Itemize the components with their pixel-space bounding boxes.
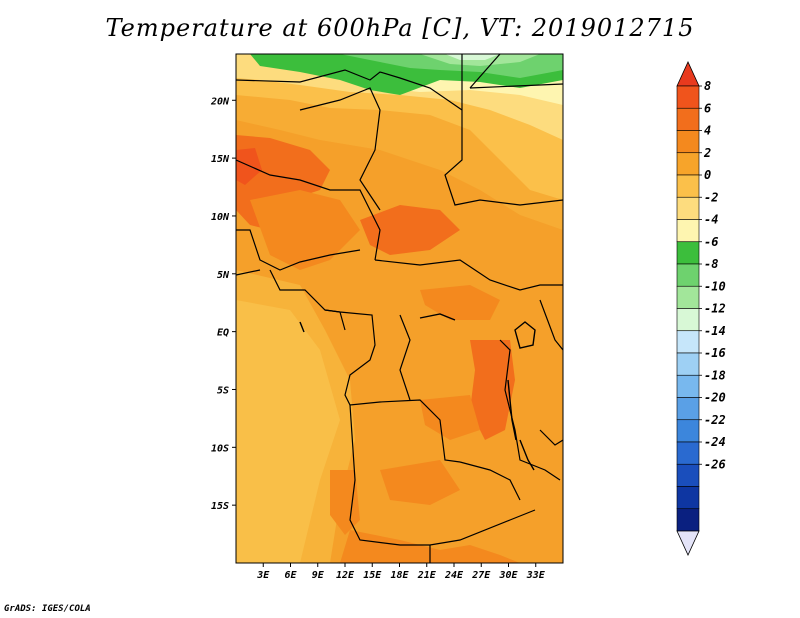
lat-tick-label: 5S <box>217 385 229 396</box>
colorbar-top-arrow <box>676 61 700 87</box>
lat-tick-label: 10S <box>211 443 229 454</box>
colorbar-segment <box>676 196 700 220</box>
colorbar-segment <box>676 463 700 487</box>
colorbar-segment <box>676 219 700 243</box>
lat-tick-label: 5N <box>217 270 230 281</box>
colorbar-label: 4 <box>704 124 711 138</box>
longitude-axis: 3E 6E 9E 12E 15E 18E 21E 24E 27E 30E 33E <box>256 563 546 581</box>
colorbar-segment <box>676 419 700 443</box>
lat-tick-label: EQ <box>217 328 229 339</box>
colorbar-segment <box>676 263 700 287</box>
lon-tick-label: 21E <box>417 570 437 581</box>
lat-tick-label: 15S <box>211 501 229 512</box>
colorbar-segment <box>676 308 700 332</box>
colorbar-label: -16 <box>704 346 726 360</box>
lon-tick-label: 27E <box>471 570 491 581</box>
colorbar-segment <box>676 486 700 510</box>
colorbar-segment <box>676 107 700 131</box>
temperature-field <box>236 54 563 563</box>
colorbar-segment <box>676 152 700 176</box>
lakes <box>299 313 536 471</box>
colorbar-segment <box>676 130 700 154</box>
colorbar-segment <box>676 85 700 109</box>
country-borders <box>236 54 563 563</box>
lon-tick-label: 6E <box>284 570 297 581</box>
colorbar-label: -18 <box>704 368 726 382</box>
colorbar-bottom-arrow <box>676 530 700 556</box>
colorbar-segment <box>676 508 700 532</box>
colorbar-label: -22 <box>704 413 726 427</box>
lat-tick-label: 15N <box>211 154 230 165</box>
lon-tick-label: 30E <box>498 570 518 581</box>
colorbar-label: -2 <box>704 190 718 204</box>
colorbar-label: -12 <box>704 302 726 316</box>
colorbar-segment <box>676 174 700 198</box>
colorbar-label: -20 <box>704 391 726 405</box>
colorbar-segment <box>676 241 700 265</box>
map-title: Temperature at 600hPa [C], VT: 201901271… <box>105 14 695 42</box>
colorbar-label: 0 <box>704 168 711 182</box>
colorbar-label: 6 <box>704 101 711 115</box>
latitude-axis: 20N 15N 10N 5N EQ 5S 10S 15S <box>210 96 236 512</box>
colorbar-label: -26 <box>704 457 726 471</box>
lon-tick-label: 9E <box>312 570 325 581</box>
colorbar-segment <box>676 397 700 421</box>
credit-text: GrADS: IGES/COLA <box>4 604 91 614</box>
colorbar-segment <box>676 285 700 309</box>
colorbar-label: 2 <box>703 146 711 160</box>
colorbar-segment <box>676 352 700 376</box>
colorbar-label: -6 <box>704 235 718 249</box>
colorbar-label: -24 <box>704 435 726 449</box>
lat-tick-label: 10N <box>211 212 230 223</box>
colorbar-segment <box>676 330 700 354</box>
lon-tick-label: 3E <box>256 570 270 581</box>
colorbar-label: 8 <box>704 79 711 93</box>
lon-tick-label: 12E <box>336 570 355 581</box>
colorbar-label: -14 <box>704 324 726 338</box>
colorbar-segment <box>676 441 700 465</box>
colorbar: 8 6 4 2 0 -2 -4 -6 -8 -10 -12 -14 -16 -18 -20 -22 -24 -26 <box>676 61 726 556</box>
lon-tick-label: 15E <box>363 570 382 581</box>
lon-tick-label: 18E <box>390 570 409 581</box>
colorbar-segment <box>676 374 700 398</box>
colorbar-label: -8 <box>704 257 718 271</box>
lon-tick-label: 33E <box>526 570 546 581</box>
lon-tick-label: 24E <box>444 570 464 581</box>
colorbar-label: -4 <box>704 213 718 227</box>
lat-tick-label: 20N <box>210 96 230 107</box>
colorbar-label: -10 <box>704 279 726 293</box>
